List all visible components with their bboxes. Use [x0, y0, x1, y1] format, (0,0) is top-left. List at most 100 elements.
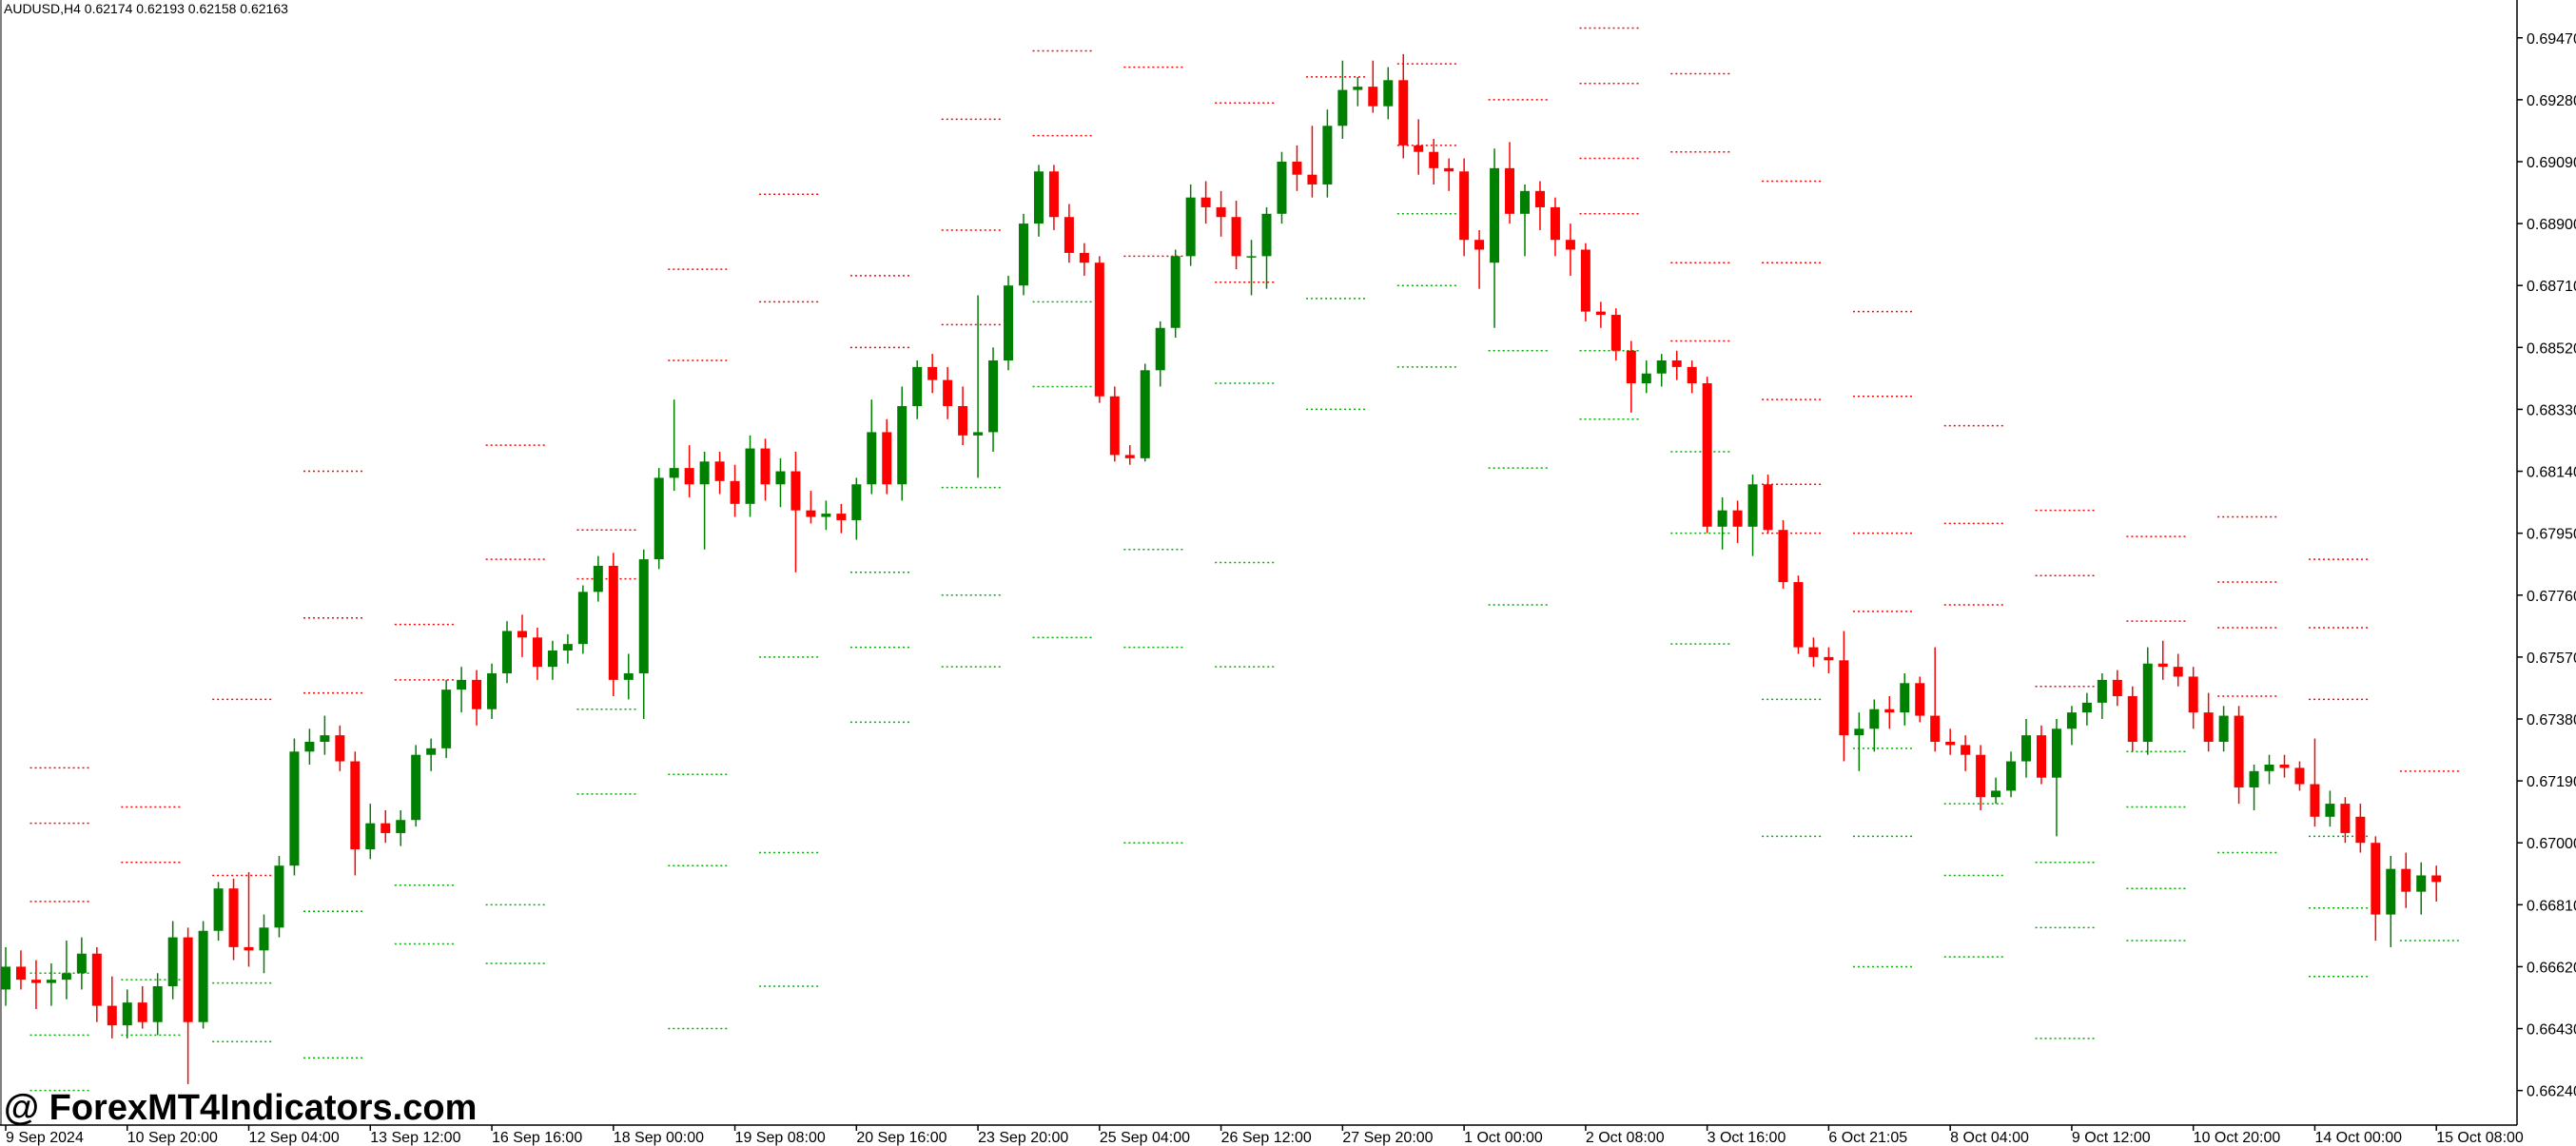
candle-body — [760, 448, 771, 485]
candle-body — [730, 480, 740, 504]
candle-body — [1580, 249, 1590, 312]
candle-body — [2340, 804, 2351, 833]
levels-layer — [29, 27, 2461, 1092]
candle-body — [137, 1002, 147, 1022]
x-tick-label: 26 Sep 12:00 — [1221, 1130, 1312, 1146]
candle-body — [1216, 206, 1226, 218]
candle-body — [2097, 679, 2107, 703]
candle-body — [851, 484, 862, 520]
candle-body — [1945, 741, 1956, 746]
candle-body — [2051, 728, 2061, 778]
candle-body — [244, 946, 254, 951]
candle-body — [2294, 767, 2305, 785]
candle-body — [2203, 712, 2214, 742]
candle-body — [714, 461, 725, 481]
x-tick-label: 23 Sep 20:00 — [978, 1130, 1068, 1146]
x-tick-label: 16 Sep 16:00 — [492, 1130, 582, 1146]
candle-body — [304, 741, 315, 752]
candle-body — [943, 379, 953, 407]
chart-title: AUDUSD,H4 0.62174 0.62193 0.62158 0.6216… — [4, 1, 288, 16]
x-tick-label: 8 Oct 04:00 — [1950, 1130, 2029, 1146]
candle-body — [183, 937, 193, 1022]
candle-body — [1778, 530, 1788, 583]
candle-body — [198, 930, 208, 1022]
candle-body — [2355, 816, 2366, 844]
candle-body — [289, 751, 300, 866]
candle-body — [107, 1005, 117, 1026]
x-tick-label: 20 Sep 16:00 — [856, 1130, 946, 1146]
x-tick-label: 6 Oct 21:05 — [1828, 1130, 1907, 1146]
candle-body — [1534, 190, 1545, 207]
candle-body — [821, 514, 831, 517]
candle-body — [2066, 712, 2077, 729]
candle-body — [745, 448, 755, 504]
candle-body — [927, 366, 938, 380]
x-tick-label: 10 Sep 20:00 — [127, 1130, 218, 1146]
candle-body — [2036, 735, 2046, 778]
candle-body — [167, 937, 178, 987]
candle-body — [350, 761, 361, 850]
candle-body — [1717, 510, 1727, 527]
candle-body — [1064, 217, 1074, 253]
x-tick-label: 15 Oct 08:00 — [2436, 1130, 2524, 1146]
candle-body — [1140, 370, 1150, 458]
candle-body — [46, 980, 56, 983]
candle-body — [472, 679, 482, 709]
candle-body — [806, 510, 816, 517]
candle-body — [228, 888, 239, 947]
candle-body — [2386, 868, 2396, 915]
candle-body — [547, 651, 557, 668]
candle-body — [1155, 327, 1165, 371]
candle-body — [396, 820, 406, 833]
candle-body — [1246, 256, 1257, 258]
candle-body — [487, 673, 498, 709]
candle-body — [1687, 366, 1697, 384]
candle-body — [1200, 197, 1211, 207]
x-tick-label: 12 Sep 04:00 — [249, 1130, 340, 1146]
x-tick-label: 18 Sep 00:00 — [614, 1130, 704, 1146]
candle-body — [1869, 709, 1880, 729]
x-tick-label: 2 Oct 08:00 — [1586, 1130, 1665, 1146]
candle-body — [1018, 223, 1028, 286]
candle-body — [2325, 804, 2335, 817]
candle-body — [1976, 754, 1986, 798]
candle-body — [1763, 484, 1773, 531]
candle-body — [608, 565, 618, 680]
candle-body — [1565, 240, 1575, 250]
candle-body — [1490, 167, 1500, 263]
candle-body — [1641, 373, 1651, 384]
candle-body — [1793, 582, 1804, 648]
x-tick-label: 13 Sep 12:00 — [370, 1130, 460, 1146]
candle-body — [867, 432, 877, 485]
candle-body — [411, 754, 421, 821]
candle-body — [1231, 217, 1241, 257]
candle-body — [2431, 875, 2442, 883]
candle-body — [381, 823, 391, 833]
candle-body — [2401, 868, 2411, 892]
candle-body — [2249, 770, 2259, 787]
candle-body — [562, 644, 573, 651]
candle-body — [457, 679, 467, 690]
candle-body — [1520, 190, 1530, 214]
candle-body — [623, 673, 634, 680]
candle-body — [1170, 256, 1181, 328]
x-tick-label: 9 Sep 2024 — [6, 1130, 84, 1146]
x-tick-label: 1 Oct 00:00 — [1464, 1130, 1543, 1146]
candle-body — [320, 735, 330, 742]
candle-body — [699, 461, 710, 485]
candle-body — [30, 980, 41, 983]
candle-body — [1961, 745, 1971, 755]
candle-body — [1991, 790, 2001, 798]
candle-body — [1048, 171, 1059, 218]
candle-body — [2218, 715, 2229, 742]
candle-body — [1094, 262, 1104, 397]
candle-body — [1656, 360, 1667, 374]
candle-body — [1, 966, 10, 990]
